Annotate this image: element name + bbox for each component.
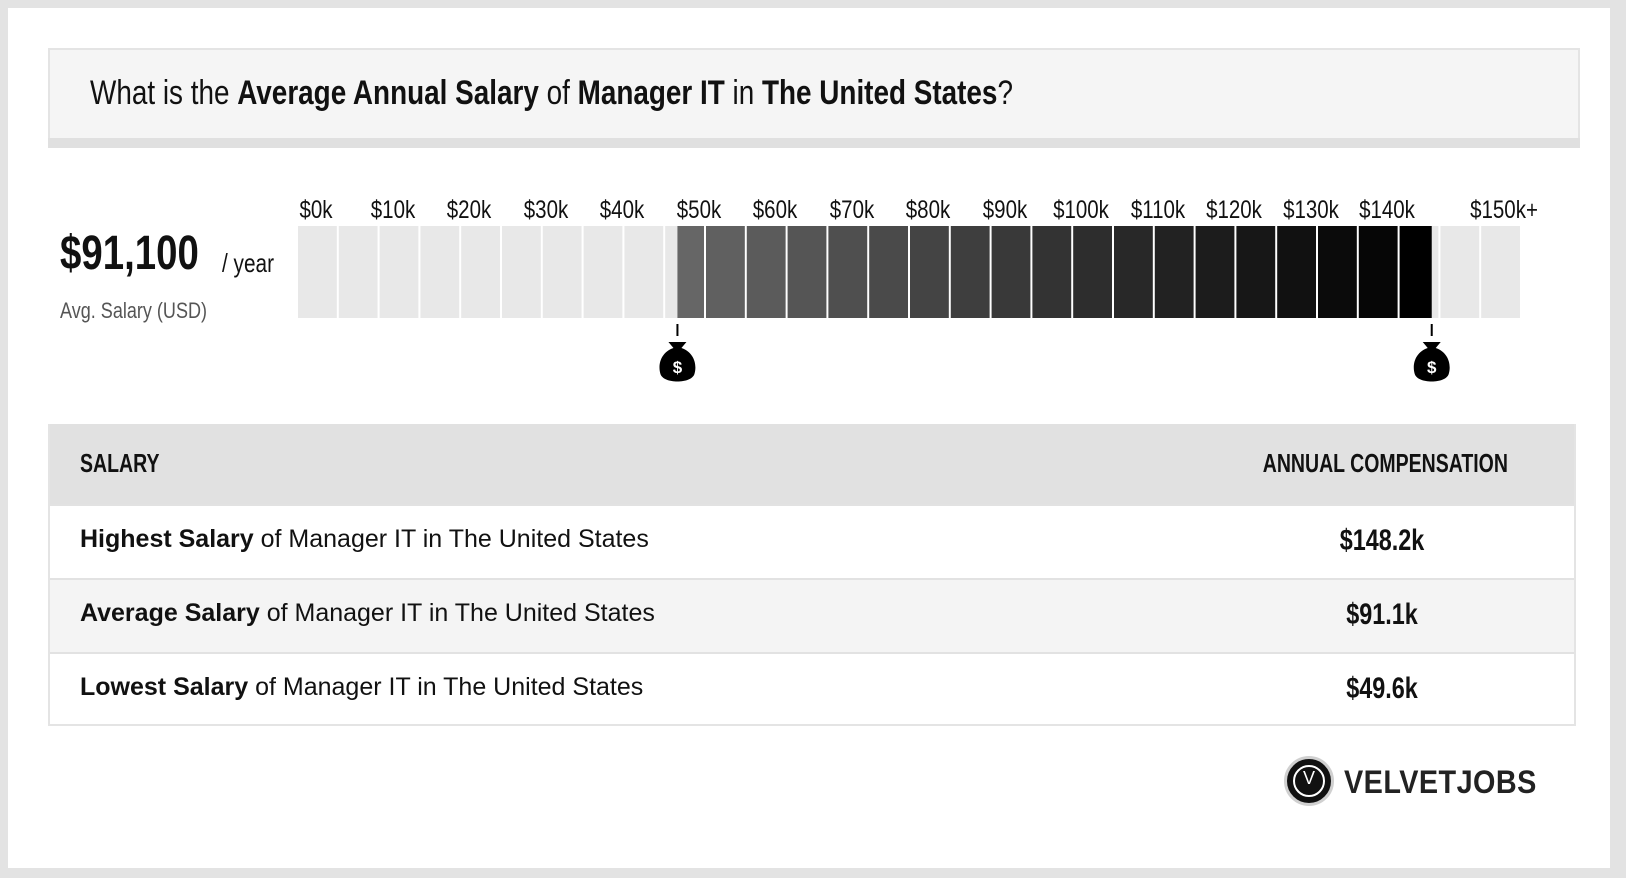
bar-segment-filled: [787, 226, 827, 318]
average-salary-unit: / year: [222, 248, 275, 278]
table-row-average: Average Salary of Manager IT in The Unit…: [50, 578, 1574, 653]
x-tick-label: $30k: [523, 196, 568, 224]
bar-segment-empty: [379, 226, 419, 318]
x-tick-label: $0k: [299, 196, 333, 224]
bar-segment-empty: [624, 226, 664, 318]
bar-segment-filled: [1154, 226, 1194, 318]
table-row-highest: Highest Salary of Manager IT in The Unit…: [50, 504, 1574, 579]
bar-segment-empty: [461, 226, 500, 318]
row-label-rest: of Manager IT in The United States: [253, 525, 649, 553]
bar-segment-filled: [991, 226, 1031, 318]
x-tick-label: $140k: [1359, 196, 1415, 224]
bar-segment-empty: [1440, 226, 1480, 318]
bar-segment-filled: [1277, 226, 1316, 318]
bar-segment-filled: [1236, 226, 1276, 318]
money-bag-icon: [1413, 342, 1450, 382]
x-tick-label: $60k: [752, 196, 798, 224]
x-tick-label: $50k: [676, 196, 721, 224]
bar-segment-filled: [746, 226, 786, 318]
bar-segment-filled: [1073, 226, 1112, 318]
x-tick-label: $20k: [446, 196, 492, 224]
salary-range-bar: $ $: [298, 226, 1520, 382]
logo-badge-icon: [1284, 756, 1334, 806]
bar-segment-filled: [1195, 226, 1235, 318]
bar-segment-filled: [1114, 226, 1153, 318]
title-in: in: [724, 74, 762, 112]
bar-segment-filled: [1399, 226, 1432, 318]
x-tick-label: $110k: [1130, 196, 1185, 224]
row-value: $49.6k: [1346, 672, 1418, 705]
marker-dollar-symbol: $: [673, 358, 683, 377]
page-title: What is the Average Annual Salary of Man…: [90, 74, 1013, 113]
row-value: $148.2k: [1339, 524, 1425, 557]
bar-segment-empty: [338, 226, 378, 318]
average-salary-value: $91,100: [60, 227, 199, 280]
x-tick-label: $130k: [1282, 196, 1339, 224]
title-location: The United States: [761, 74, 998, 112]
high-marker: $: [1413, 324, 1450, 382]
bar-segment-empty: [1481, 226, 1520, 318]
bar-segment-filled: [910, 226, 949, 318]
row-label: Average Salary of Manager IT in The Unit…: [80, 599, 655, 628]
x-tick-label: $40k: [599, 196, 645, 224]
x-tick-label: $80k: [905, 196, 951, 224]
logo-wordmark: VELVETJOBS: [1344, 764, 1537, 800]
row-label: Lowest Salary of Manager IT in The Unite…: [80, 673, 643, 702]
row-label-bold: Lowest Salary: [80, 673, 249, 701]
x-tick-label: $120k: [1206, 196, 1262, 224]
bar-segment-empty: [502, 226, 541, 318]
x-tick-label: $100k: [1053, 196, 1109, 224]
bar-segment-filled: [869, 226, 908, 318]
money-bag-icon: [659, 342, 696, 382]
x-axis-ticks: $0k $10k $20k $30k $40k $50k $60k $70k $80k $90k $…: [8, 188, 1610, 228]
row-label-rest: of Manager IT in The United States: [248, 673, 644, 701]
table-row-lowest: Lowest Salary of Manager IT in The Unite…: [50, 652, 1574, 727]
title-banner: What is the Average Annual Salary of Man…: [48, 48, 1580, 148]
bar-segment-empty: [583, 226, 623, 318]
marker-dollar-symbol: $: [1427, 358, 1437, 377]
bar-segment-empty: [298, 226, 337, 318]
logo-letter: V: [1302, 768, 1315, 788]
title-suffix: ?: [997, 74, 1013, 112]
bar-segment-filled: [828, 226, 868, 318]
header-annual-compensation: ANNUAL COMPENSATION: [1262, 448, 1508, 478]
bar-segment-empty: [542, 226, 582, 318]
title-prefix: What is the: [90, 74, 238, 112]
bar-segment-filled: [1032, 226, 1072, 318]
title-metric: Average Annual Salary: [237, 74, 539, 112]
bar-segment-empty: [420, 226, 460, 318]
average-salary-label: Avg. Salary (USD): [60, 298, 208, 323]
title-job: Manager IT: [577, 74, 725, 112]
x-tick-label: $90k: [982, 196, 1027, 224]
bar-segment-filled: [1318, 226, 1357, 318]
salary-card: What is the Average Annual Salary of Man…: [8, 8, 1610, 868]
low-marker: $: [659, 324, 696, 382]
bar-segment-filled: [1358, 226, 1398, 318]
x-tick-label: $150k+: [1470, 196, 1538, 224]
salary-table: SALARY ANNUAL COMPENSATION Highest Salar…: [48, 424, 1576, 726]
title-of: of: [538, 74, 578, 112]
header-salary: SALARY: [80, 448, 160, 478]
bar-segment-filled: [677, 226, 704, 318]
x-tick-label: $70k: [829, 196, 874, 224]
row-value: $91.1k: [1346, 598, 1418, 631]
x-tick-label: $10k: [370, 196, 415, 224]
row-label: Highest Salary of Manager IT in The Unit…: [80, 525, 649, 554]
row-label-bold: Average Salary: [80, 599, 260, 627]
table-header: SALARY ANNUAL COMPENSATION: [50, 424, 1574, 504]
bar-segment-filled: [950, 226, 990, 318]
bar-segment-filled: [706, 226, 745, 318]
row-label-rest: of Manager IT in The United States: [259, 599, 655, 627]
row-label-bold: Highest Salary: [80, 525, 254, 553]
